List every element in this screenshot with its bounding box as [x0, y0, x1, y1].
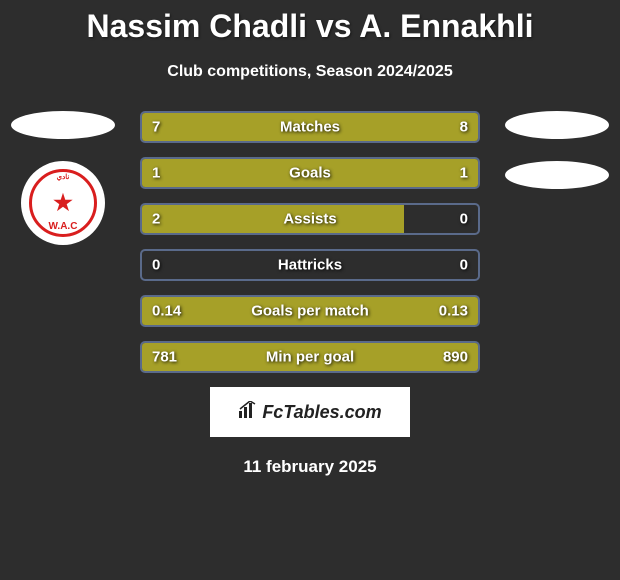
- date-text: 11 february 2025: [0, 457, 620, 477]
- stat-right-value: 0: [460, 211, 468, 228]
- left-team-column: نادي ★ W.A.C: [8, 111, 118, 245]
- stat-right-value: 0: [460, 257, 468, 274]
- stat-bars-container: 7Matches81Goals12Assists00Hattricks00.14…: [140, 111, 480, 373]
- stat-label: Hattricks: [142, 257, 478, 274]
- page-title: Nassim Chadli vs A. Ennakhli: [0, 0, 620, 45]
- stat-bar-row: 1Goals1: [140, 157, 480, 189]
- stat-right-value: 8: [460, 119, 468, 136]
- stat-bar-row: 0.14Goals per match0.13: [140, 295, 480, 327]
- stat-label: Assists: [142, 211, 478, 228]
- left-team-logo: نادي ★ W.A.C: [21, 161, 105, 245]
- stat-right-value: 1: [460, 165, 468, 182]
- stat-label: Matches: [142, 119, 478, 136]
- logo-top-text: نادي: [32, 174, 94, 182]
- stat-label: Min per goal: [142, 349, 478, 366]
- right-placeholder-ellipse-1: [505, 111, 609, 139]
- logo-bottom-text: W.A.C: [32, 221, 94, 232]
- chart-icon: [238, 401, 258, 424]
- comparison-content: نادي ★ W.A.C 7Matches81Goals12Assists00H…: [0, 111, 620, 373]
- stat-bar-row: 781Min per goal890: [140, 341, 480, 373]
- right-team-column: [502, 111, 612, 211]
- stat-right-value: 0.13: [439, 303, 468, 320]
- left-placeholder-ellipse: [11, 111, 115, 139]
- stat-label: Goals per match: [142, 303, 478, 320]
- stat-label: Goals: [142, 165, 478, 182]
- right-placeholder-ellipse-2: [505, 161, 609, 189]
- stat-bar-row: 2Assists0: [140, 203, 480, 235]
- fctables-badge: FcTables.com: [210, 387, 410, 437]
- subtitle: Club competitions, Season 2024/2025: [0, 63, 620, 81]
- stat-right-value: 890: [443, 349, 468, 366]
- stat-bar-row: 0Hattricks0: [140, 249, 480, 281]
- logo-star-icon: ★: [53, 191, 73, 215]
- fctables-label: FcTables.com: [262, 402, 381, 423]
- stat-bar-row: 7Matches8: [140, 111, 480, 143]
